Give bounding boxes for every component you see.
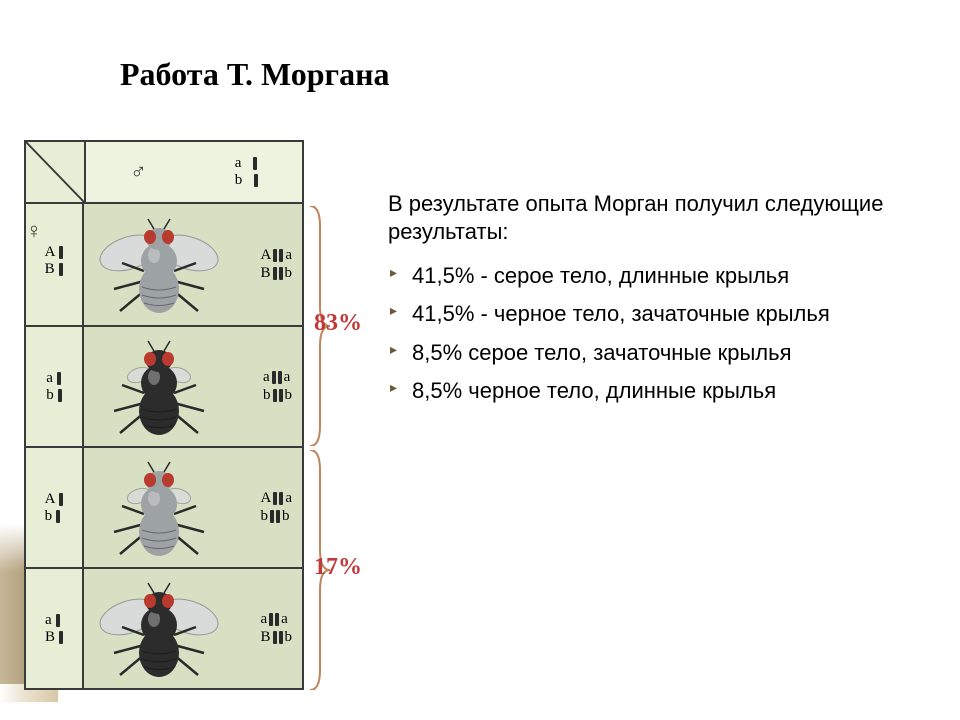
female-genotype-cell: ♀ A B bbox=[26, 204, 84, 325]
allele-label: b bbox=[46, 387, 54, 404]
allele-label: a bbox=[45, 612, 52, 629]
cross-table: ♂ a b ♀ A B bbox=[24, 140, 304, 690]
table-row: ♀ A B Aa bbox=[26, 204, 302, 325]
intro-text: В результате опыта Морган получил следую… bbox=[388, 190, 930, 246]
allele-label: B bbox=[260, 629, 270, 646]
allele-label: a bbox=[284, 369, 291, 386]
list-item: 41,5% - черное тело, зачаточные крылья bbox=[388, 300, 930, 328]
fly-illustration bbox=[94, 454, 224, 562]
offspring-cell: aa Bb bbox=[84, 567, 302, 688]
allele-label: B bbox=[260, 265, 270, 282]
table-corner bbox=[26, 142, 86, 204]
female-genotype-cell: a b bbox=[26, 325, 84, 446]
allele-label: b bbox=[285, 265, 293, 282]
allele-label: b bbox=[263, 387, 271, 404]
allele-label: b bbox=[285, 629, 293, 646]
female-genotype-cell: A b bbox=[26, 446, 84, 567]
results-text: В результате опыта Морган получил следую… bbox=[388, 190, 930, 415]
male-genotype: a b bbox=[235, 155, 258, 189]
female-genotype-cell: a B bbox=[26, 567, 84, 688]
allele-label: a bbox=[260, 611, 267, 628]
allele-label: b bbox=[285, 387, 293, 404]
percent-recomb: 17% bbox=[314, 554, 362, 581]
percent-main: 83% bbox=[314, 310, 362, 337]
allele-label: B bbox=[45, 629, 55, 646]
allele-label: b bbox=[235, 172, 243, 189]
allele-label: b bbox=[45, 508, 53, 525]
offspring-cell: Aa bb bbox=[84, 446, 302, 567]
table-row: a B aa Bb bbox=[26, 567, 302, 688]
allele-label: A bbox=[45, 244, 56, 261]
offspring-genotype: Aa bb bbox=[260, 490, 292, 525]
allele-label: a bbox=[235, 155, 242, 172]
offspring-genotype: aa bb bbox=[263, 369, 292, 404]
slide-title: Работа Т. Моргана bbox=[120, 56, 390, 93]
fly-illustration bbox=[94, 575, 224, 683]
cross-table-header: ♂ a b bbox=[26, 142, 302, 204]
female-symbol: ♀ bbox=[26, 218, 43, 244]
allele-label: B bbox=[45, 261, 55, 278]
list-item: 41,5% - серое тело, длинные крылья bbox=[388, 262, 930, 290]
allele-label: a bbox=[285, 247, 292, 264]
corner-diagonal bbox=[26, 142, 84, 202]
allele-label: b bbox=[260, 508, 268, 525]
allele-label: A bbox=[260, 490, 271, 507]
allele-label: A bbox=[45, 491, 56, 508]
table-row: A b Aa bb bbox=[26, 446, 302, 567]
allele-label: a bbox=[281, 611, 288, 628]
list-item: 8,5% черное тело, длинные крылья bbox=[388, 377, 930, 405]
slide: Работа Т. Моргана ♂ a b ♀ A bbox=[0, 0, 960, 720]
allele-label: a bbox=[46, 370, 53, 387]
offspring-genotype: aa Bb bbox=[260, 611, 292, 646]
results-list: 41,5% - серое тело, длинные крылья 41,5%… bbox=[388, 262, 930, 405]
offspring-cell: aa bb bbox=[84, 325, 302, 446]
fly-illustration bbox=[94, 211, 224, 319]
table-row: a b aa bb bbox=[26, 325, 302, 446]
allele-label: a bbox=[285, 490, 292, 507]
offspring-cell: Aa Bb bbox=[84, 204, 302, 325]
fly-illustration bbox=[94, 333, 224, 441]
male-parent-column: ♂ a b bbox=[86, 142, 302, 204]
allele-label: a bbox=[263, 369, 270, 386]
offspring-genotype: Aa Bb bbox=[260, 247, 292, 282]
allele-label: A bbox=[260, 247, 271, 264]
allele-label: b bbox=[282, 508, 290, 525]
male-symbol: ♂ bbox=[130, 159, 147, 185]
list-item: 8,5% серое тело, зачаточные крылья bbox=[388, 339, 930, 367]
